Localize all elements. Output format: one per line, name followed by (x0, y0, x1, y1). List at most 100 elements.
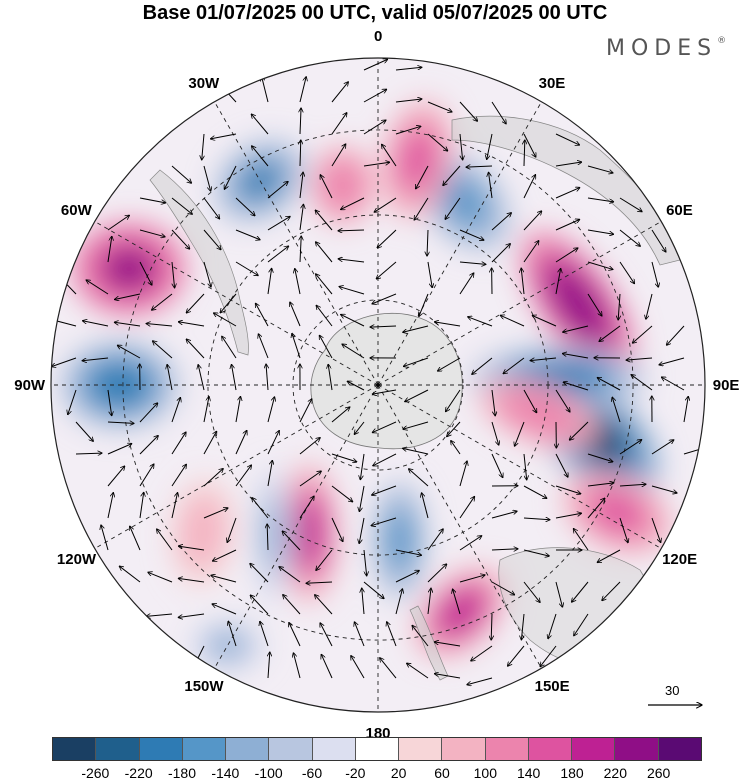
wind-vector (427, 133, 448, 151)
wind-vector (227, 517, 237, 542)
wind-vector (267, 216, 290, 231)
wind-vector (347, 381, 365, 391)
wind-vector (202, 133, 204, 160)
wind-vector (114, 322, 141, 327)
wind-vector (523, 175, 535, 199)
graticule (51, 58, 705, 712)
wind-vector (427, 564, 447, 583)
wind-vector (267, 524, 268, 551)
wind-vector (51, 357, 77, 367)
wind-vector (572, 581, 589, 602)
wind-vector (320, 623, 333, 647)
wind-vector (427, 529, 443, 551)
wind-vector (459, 101, 477, 121)
wind-vector (178, 546, 205, 551)
wind-vector (523, 211, 542, 231)
wind-vector (258, 334, 269, 359)
wind-vector (489, 172, 493, 199)
wind-vector (203, 431, 217, 455)
wind-vector (403, 357, 429, 366)
wind-vector (293, 653, 301, 679)
wind-vector (228, 621, 237, 647)
wind-vector (555, 389, 570, 412)
wind-vector (395, 549, 421, 555)
wind-vector (178, 613, 205, 617)
anomaly-blob (401, 132, 434, 187)
wind-vector (530, 357, 557, 361)
wind-vector (299, 172, 303, 199)
colorbar-bin (269, 738, 313, 760)
wind-vector (651, 485, 677, 493)
colorbar-bin (615, 738, 659, 760)
wind-vector (602, 581, 621, 601)
wind-vector (316, 274, 333, 295)
wind-vector (491, 213, 511, 231)
wind-vector (555, 248, 578, 263)
colorbar-tick-label: -180 (167, 765, 197, 781)
map-disk (51, 58, 705, 712)
wind-vector (563, 382, 589, 391)
wind-vector (267, 246, 289, 263)
wind-vector (573, 528, 589, 551)
wind-vector (290, 302, 301, 327)
wind-vector (235, 229, 260, 240)
wind-vector (459, 496, 475, 519)
wind-vector (646, 293, 653, 319)
wind-vector (212, 604, 237, 615)
wind-vector (414, 197, 429, 220)
wind-vector (555, 513, 582, 519)
wind-vector (107, 389, 112, 416)
wind-vector (107, 466, 125, 487)
wind-vector (171, 397, 180, 423)
wind-vector (587, 197, 614, 202)
wind-vector (661, 377, 685, 391)
wind-vector (210, 133, 237, 139)
colorbar-bin (355, 738, 400, 760)
wind-vector (403, 421, 429, 429)
wind-vector (651, 517, 661, 543)
wind-vector (451, 441, 461, 455)
colorbar-bin (182, 738, 227, 760)
wind-vector (491, 511, 517, 519)
wind-vector (339, 287, 365, 295)
colorbar-tick-label: 20 (390, 765, 407, 781)
colorbar-bin (485, 738, 529, 760)
wind-vector (659, 357, 685, 365)
wind-vector (503, 357, 525, 374)
wind-vector (252, 146, 269, 167)
wind-vector (316, 549, 333, 570)
wind-vector (299, 399, 312, 423)
wind-vector (524, 140, 525, 167)
wind-vector (395, 589, 402, 615)
wind-vector (252, 498, 269, 519)
wind-vector (619, 229, 640, 246)
wind-vector (395, 126, 421, 135)
wind-vector (203, 229, 221, 250)
wind-vector (395, 99, 422, 103)
wind-vector (416, 165, 429, 189)
wind-vector (341, 314, 365, 327)
wind-vector (587, 229, 614, 234)
colorbar-tick-label: 180 (560, 765, 584, 781)
brand-logo: MODES® (606, 36, 727, 61)
wind-vector (267, 460, 272, 487)
wind-vector (351, 656, 365, 679)
wind-vector (152, 341, 173, 359)
wind-vector (434, 674, 461, 679)
wind-vector (267, 181, 288, 199)
wind-vector (376, 261, 397, 279)
anomaly-blob (552, 271, 605, 337)
wind-vector (299, 204, 303, 231)
wind-vector (587, 261, 613, 269)
wind-vector (306, 582, 333, 583)
wind-vector (382, 144, 397, 167)
wind-vector (523, 518, 550, 520)
wind-vector (453, 589, 461, 615)
wind-vector (523, 389, 537, 413)
wind-vector (487, 133, 493, 159)
wind-vector (331, 144, 346, 167)
wind-vector (315, 210, 333, 231)
wind-vector (146, 614, 173, 616)
wind-vector (459, 273, 474, 295)
wind-vector (459, 229, 484, 240)
